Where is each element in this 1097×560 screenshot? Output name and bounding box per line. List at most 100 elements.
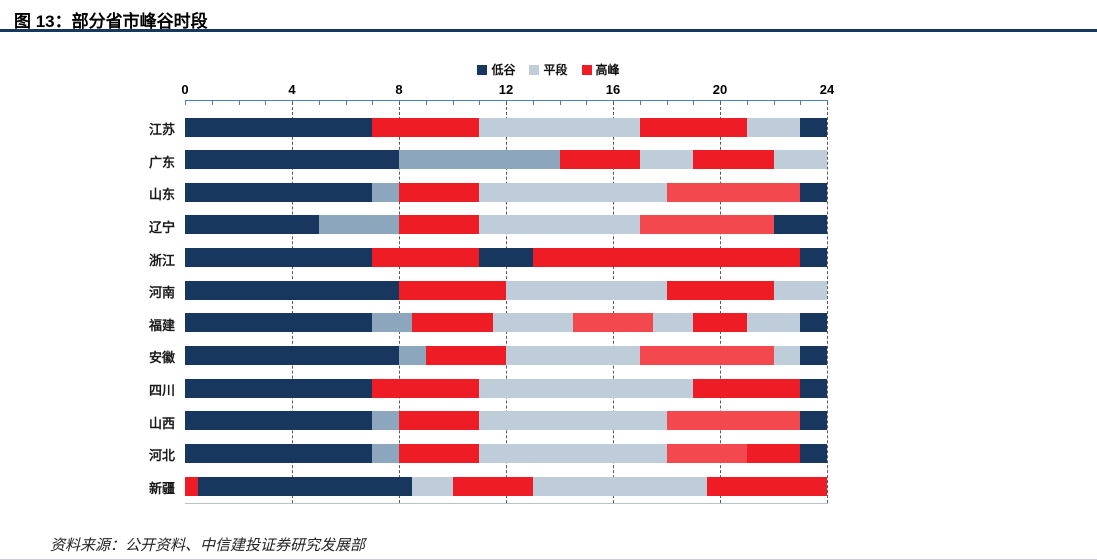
bar-segment-平段 (372, 182, 399, 202)
bar-segment-平段 (412, 476, 453, 496)
bar-segment-低谷 (185, 378, 373, 398)
axis-minor-tick (532, 101, 534, 105)
bar-segment-低谷 (198, 476, 413, 496)
bar-segment-高峰 (372, 248, 480, 268)
bar-segment-平段 (372, 443, 399, 463)
plot-bottom-line (185, 503, 828, 504)
bar-segment-低谷 (185, 150, 399, 170)
row-label: 浙江 (148, 252, 175, 268)
bar-segment-低谷 (185, 182, 373, 202)
bar-segment-低谷 (185, 117, 373, 137)
axis-minor-tick (265, 101, 267, 105)
bar-segment-低谷 (185, 313, 373, 333)
axis-minor-tick (559, 101, 561, 105)
axis-minor-tick (318, 101, 320, 105)
row-label: 广东 (148, 154, 175, 170)
axis-minor-tick (211, 101, 213, 105)
bar-segment-高峰 (693, 150, 774, 170)
x-tick-label: 12 (498, 82, 514, 97)
bar-segment-高峰 (572, 313, 654, 333)
row-label: 辽宁 (148, 219, 175, 235)
x-tick-label: 16 (605, 82, 621, 97)
bar-segment-平段 (479, 378, 694, 398)
axis-minor-tick (452, 101, 454, 105)
bar-segment-高峰 (666, 443, 747, 463)
bar-segment-高峰 (666, 411, 801, 431)
bar-segment-高峰 (372, 117, 480, 137)
gridline (506, 102, 507, 503)
legend-item: 高峰 (581, 61, 620, 78)
bar-segment-高峰 (399, 215, 480, 235)
bar-segment-低谷 (800, 378, 827, 398)
bar-segment-高峰 (399, 280, 506, 300)
gridline (613, 102, 614, 503)
bar-segment-平段 (399, 150, 560, 170)
bar-segment-高峰 (452, 476, 533, 496)
bar-segment-平段 (506, 280, 667, 300)
bar-segment-低谷 (800, 411, 827, 431)
legend-label: 平段 (543, 63, 568, 77)
axis-minor-tick (773, 101, 775, 105)
legend-label: 低谷 (491, 63, 516, 77)
x-tick-label: 20 (712, 82, 728, 97)
axis-minor-tick (425, 101, 427, 105)
bar-segment-平段 (318, 215, 399, 235)
legend-swatch-icon (581, 64, 592, 75)
row-label: 江苏 (148, 122, 175, 137)
bar-segment-高峰 (693, 378, 801, 398)
page-title: 图 13：部分省市峰谷时段 (14, 12, 208, 31)
axis-minor-tick (238, 101, 240, 105)
bar-segment-平段 (479, 411, 667, 431)
axis-minor-tick (693, 101, 695, 105)
bar-segment-高峰 (639, 117, 747, 137)
bar-segment-平段 (372, 313, 413, 333)
row-label: 福建 (148, 317, 175, 333)
bar-segment-平段 (773, 345, 801, 365)
bar-segment-高峰 (185, 476, 199, 496)
bar-segment-高峰 (425, 345, 506, 365)
bar-segment-低谷 (800, 443, 827, 463)
gridline (827, 102, 828, 503)
axis-minor-tick (746, 101, 748, 105)
x-tick-label: 4 (288, 82, 296, 97)
axis-minor-tick (345, 101, 347, 105)
bar-segment-低谷 (800, 117, 827, 137)
bar-segment-高峰 (746, 443, 801, 463)
gridline (720, 102, 721, 503)
bar-segment-平段 (506, 345, 640, 365)
bar-segment-平段 (653, 313, 694, 333)
bar-segment-低谷 (773, 215, 827, 235)
bar-segment-低谷 (185, 411, 373, 431)
bar-segment-平段 (399, 345, 426, 365)
bar-segment-高峰 (559, 150, 640, 170)
x-axis-line (185, 100, 828, 101)
bar-segment-低谷 (800, 345, 827, 365)
row-label: 山东 (148, 187, 175, 203)
axis-minor-tick (372, 101, 374, 105)
bar-segment-高峰 (666, 182, 801, 202)
axis-minor-tick (639, 101, 641, 105)
axis-minor-tick (666, 101, 668, 105)
bar-segment-高峰 (399, 182, 480, 202)
gridline (399, 102, 400, 503)
title-divider (0, 29, 1097, 32)
bar-segment-平段 (372, 411, 399, 431)
bar-segment-高峰 (532, 248, 801, 268)
row-label: 安徽 (148, 350, 175, 366)
bar-segment-平段 (479, 182, 667, 202)
legend-swatch-icon (529, 64, 540, 75)
bar-segment-低谷 (185, 215, 319, 235)
bar-segment-高峰 (639, 215, 774, 235)
legend-item: 平段 (529, 61, 568, 78)
row-label: 山西 (148, 415, 175, 431)
bar-segment-高峰 (666, 280, 774, 300)
bar-segment-低谷 (800, 313, 827, 333)
axis-minor-tick (586, 101, 588, 105)
bar-segment-平段 (479, 443, 667, 463)
gridline (292, 102, 293, 503)
bar-segment-平段 (746, 313, 801, 333)
row-label: 四川 (148, 383, 175, 399)
bar-segment-低谷 (800, 248, 827, 268)
bar-segment-平段 (639, 150, 694, 170)
